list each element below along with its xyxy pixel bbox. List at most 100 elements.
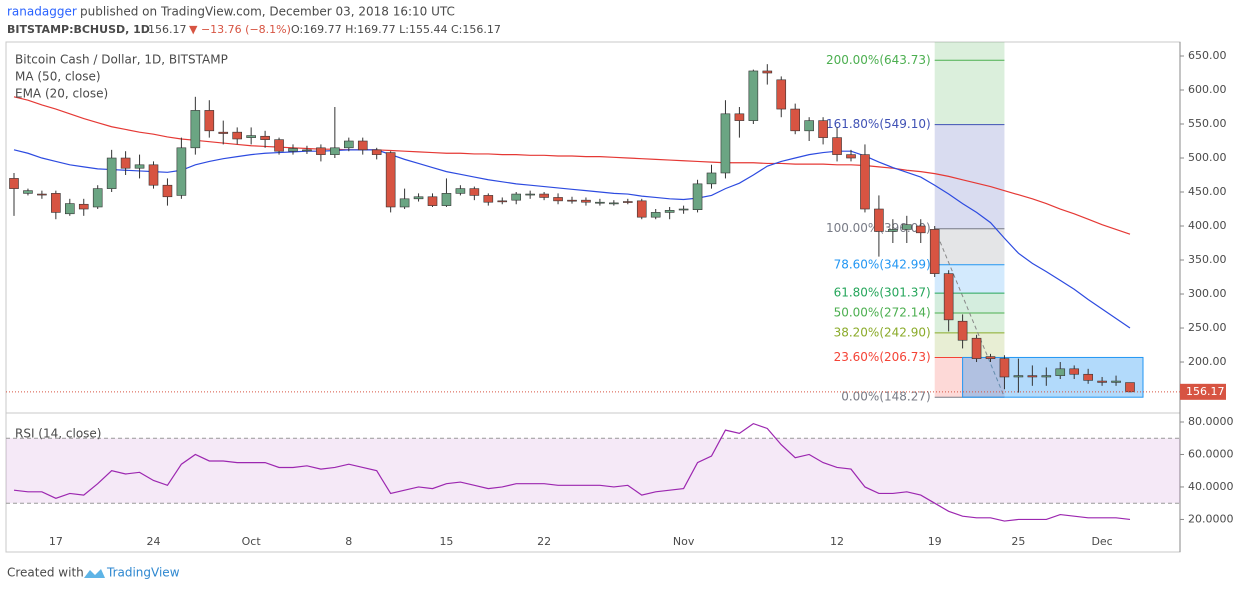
candle-body bbox=[441, 193, 452, 206]
fib-label: 200.00%(643.73) bbox=[826, 53, 931, 67]
candle-body bbox=[999, 358, 1010, 378]
y-tick-label: 350.00 bbox=[1188, 253, 1227, 266]
candle-body bbox=[790, 108, 801, 132]
candle-body bbox=[232, 131, 242, 140]
fib-label: 23.60%(206.73) bbox=[834, 350, 931, 364]
candle-body bbox=[1013, 375, 1024, 378]
candle-body bbox=[581, 199, 591, 203]
candle-body bbox=[274, 139, 284, 152]
candle-body bbox=[539, 193, 549, 198]
candle-body bbox=[399, 198, 410, 208]
candle-body bbox=[860, 154, 870, 210]
footer-brand[interactable]: TradingView bbox=[106, 566, 180, 580]
change: ▼ −13.76 (−8.1%) bbox=[189, 23, 291, 36]
candle-body bbox=[413, 196, 424, 200]
candle-body bbox=[650, 212, 661, 218]
candle-body bbox=[1055, 368, 1066, 376]
y-tick-label: 650.00 bbox=[1188, 49, 1227, 62]
candle-body bbox=[929, 229, 940, 274]
candle-body bbox=[622, 201, 633, 203]
y-tick-label: 600.00 bbox=[1188, 83, 1227, 96]
x-tick-label: Nov bbox=[673, 535, 695, 548]
candle-body bbox=[748, 70, 759, 121]
candle-body bbox=[818, 120, 828, 138]
price: 156.17 bbox=[148, 23, 187, 36]
candle-body bbox=[804, 120, 814, 132]
last-price-tag bbox=[1180, 383, 1226, 400]
fib-label: 50.00%(272.14) bbox=[834, 305, 931, 319]
y-tick-label: 40.0000 bbox=[1188, 480, 1234, 493]
candle-body bbox=[497, 200, 508, 203]
candle-body bbox=[1083, 373, 1093, 381]
candle-body bbox=[762, 70, 773, 74]
legend-entry: RSI (14, close) bbox=[15, 427, 101, 441]
fib-label: 78.60%(342.99) bbox=[834, 257, 931, 271]
fib-band bbox=[934, 42, 1005, 61]
fib-band bbox=[934, 60, 1005, 125]
candle-body bbox=[1041, 375, 1052, 378]
candle-body bbox=[525, 193, 535, 196]
candle-body bbox=[92, 188, 103, 208]
x-tick-label: 19 bbox=[928, 535, 942, 548]
candle-body bbox=[51, 193, 61, 213]
y-tick-label: 450.00 bbox=[1188, 185, 1227, 198]
x-tick-label: 12 bbox=[830, 535, 844, 548]
y-tick-label: 20.0000 bbox=[1188, 512, 1234, 525]
fib-trend bbox=[934, 228, 1005, 398]
legend-entry: MA (50, close) bbox=[15, 70, 101, 84]
range-box bbox=[962, 356, 1144, 398]
candle-body bbox=[9, 178, 19, 189]
y-tick-label: 250.00 bbox=[1188, 321, 1227, 334]
candle-body bbox=[204, 110, 215, 132]
candle-body bbox=[190, 110, 201, 149]
candle-body bbox=[846, 154, 856, 159]
candle-body bbox=[120, 157, 131, 169]
candle-body bbox=[706, 172, 717, 185]
tv-logo[interactable] bbox=[84, 569, 105, 578]
candle-body bbox=[288, 148, 298, 152]
candle-body bbox=[357, 140, 368, 151]
candle-body bbox=[1069, 368, 1079, 375]
candle-body bbox=[455, 188, 466, 194]
y-tick-label: 400.00 bbox=[1188, 219, 1227, 232]
candle-body bbox=[106, 157, 117, 189]
candle-body bbox=[176, 147, 187, 196]
x-tick-label: 15 bbox=[439, 535, 453, 548]
candle-body bbox=[720, 113, 731, 174]
candle-body bbox=[567, 199, 577, 202]
fib-label: 161.80%(549.10) bbox=[826, 117, 931, 131]
candle-body bbox=[609, 202, 619, 205]
y-tick-label: 300.00 bbox=[1188, 287, 1227, 300]
fib-band bbox=[934, 228, 1005, 265]
ohlc: O:169.77 H:169.77 L:155.44 C:156.17 bbox=[291, 23, 501, 36]
footer-text: Created with bbox=[7, 566, 84, 580]
candle-body bbox=[971, 337, 982, 359]
candle-body bbox=[664, 210, 675, 213]
fib-label: 38.20%(242.90) bbox=[834, 325, 931, 339]
candle-body bbox=[915, 225, 926, 234]
candle-body bbox=[162, 184, 173, 198]
candle-body bbox=[943, 273, 954, 321]
author[interactable]: ranadagger bbox=[7, 5, 77, 19]
x-tick-label: 24 bbox=[147, 535, 161, 548]
y-tick-label: 60.0000 bbox=[1188, 447, 1234, 460]
fib-label: 61.80%(301.37) bbox=[834, 286, 931, 300]
candle-body bbox=[957, 320, 968, 341]
x-tick-label: 17 bbox=[49, 535, 63, 548]
candle-body bbox=[427, 196, 438, 206]
candle-body bbox=[553, 197, 563, 202]
candle-body bbox=[23, 190, 33, 194]
fib-label: 0.00%(148.27) bbox=[841, 390, 930, 404]
chart-title: Bitcoin Cash / Dollar, 1D, BITSTAMP bbox=[15, 53, 228, 67]
candle-body bbox=[1097, 380, 1107, 383]
fib-band bbox=[934, 332, 1005, 358]
candle-body bbox=[385, 152, 396, 208]
x-tick-label: 22 bbox=[537, 535, 551, 548]
candle-body bbox=[901, 224, 912, 230]
candle-body bbox=[1125, 382, 1135, 393]
candle-body bbox=[511, 193, 522, 201]
candle-body bbox=[134, 164, 145, 169]
y-tick-label: 200.00 bbox=[1188, 355, 1227, 368]
indicator-line bbox=[13, 149, 1131, 329]
